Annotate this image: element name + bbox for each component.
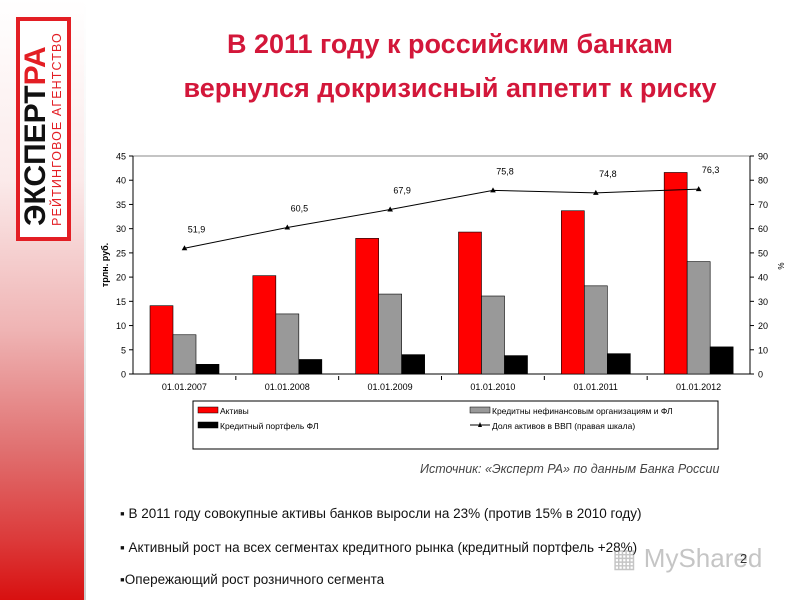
gdp-share-line	[184, 188, 699, 249]
gdp-share-marker	[387, 206, 393, 212]
legend-swatch	[469, 406, 491, 414]
right-tick-label: 50	[758, 248, 768, 258]
gdp-share-marker	[490, 187, 496, 193]
left-tick-label: 40	[116, 176, 126, 186]
left-tick-label: 0	[121, 370, 126, 380]
watermark: ▦ MyShared	[612, 543, 763, 573]
gdp-share-label: 67,9	[393, 186, 411, 196]
legend-box	[192, 400, 719, 450]
bar-retail-portfolio	[504, 355, 528, 375]
right-tick-label: 0	[758, 370, 763, 380]
bar-loans-nonfin	[481, 295, 505, 375]
legend-label: Доля активов в ВВП (правая шкала)	[492, 421, 635, 431]
right-tick-label: 80	[758, 176, 768, 186]
x-tick-label: 01.01.2012	[676, 382, 721, 392]
gdp-share-marker	[593, 189, 599, 195]
x-tick-label: 01.01.2009	[368, 382, 413, 392]
bar-retail-portfolio	[607, 353, 631, 375]
bullet-item: ▪ Активный рост на всех сегментах кредит…	[120, 540, 638, 555]
legend-label: Кредитны нефинансовым организациям и ФЛ	[492, 406, 673, 416]
title-line-2: вернулся докризисный аппетит к риску	[183, 73, 717, 103]
y-axis-right-label: %	[776, 262, 785, 269]
bar-loans-nonfin	[584, 285, 608, 375]
x-tick-label: 01.01.2011	[574, 382, 618, 392]
gdp-share-label: 74,8	[599, 169, 617, 179]
bar-retail-portfolio	[709, 346, 734, 375]
bullet-item: ▪ В 2011 году совокупные активы банков в…	[120, 506, 642, 521]
gdp-share-label: 51,9	[188, 224, 206, 234]
left-tick-label: 45	[116, 152, 126, 162]
gdp-share-label: 75,8	[496, 166, 514, 176]
bar-assets	[458, 231, 482, 375]
right-tick-label: 20	[758, 321, 768, 331]
right-tick-label: 90	[758, 152, 768, 162]
legend-label: Кредитный портфель ФЛ	[220, 421, 318, 431]
legend-label: Активы	[220, 406, 249, 416]
left-tick-label: 15	[116, 297, 126, 307]
bar-assets	[252, 275, 277, 375]
bar-assets	[561, 210, 585, 375]
bar-retail-portfolio	[195, 364, 220, 375]
bar-assets	[149, 305, 174, 375]
gdp-share-label: 76,3	[702, 165, 720, 175]
left-tick-label: 35	[116, 200, 126, 210]
bar-loans-nonfin	[172, 334, 197, 375]
bar-assets	[663, 172, 688, 375]
slide-title: В 2011 году к российским банкам вернулся…	[110, 22, 790, 110]
right-tick-label: 60	[758, 224, 768, 234]
legend-swatch	[197, 406, 219, 414]
source-note: Источник: «Эксперт РА» по данным Банка Р…	[420, 462, 720, 476]
left-tick-label: 25	[116, 248, 126, 258]
left-tick-label: 20	[116, 273, 126, 283]
title-line-1: В 2011 году к российским банкам	[226, 29, 674, 59]
right-tick-label: 30	[758, 297, 768, 307]
legend-swatch	[197, 421, 219, 429]
gdp-share-marker	[695, 186, 702, 192]
watermark-text: MyShared	[643, 543, 763, 573]
page-number: 2	[740, 551, 748, 566]
left-tick-label: 30	[116, 224, 126, 234]
right-tick-label: 10	[758, 345, 768, 355]
bar-loans-nonfin	[275, 313, 300, 375]
sidebar-edge	[84, 0, 86, 600]
right-tick-label: 70	[758, 200, 768, 210]
x-tick-label: 01.01.2010	[470, 382, 515, 392]
expert-ra-logo: ЭКСПЕРТРА РЕЙТИНГОВОЕ АГЕНТСТВО	[16, 17, 71, 241]
bar-retail-portfolio	[298, 359, 323, 375]
left-tick-label: 10	[116, 321, 126, 331]
legend-marker	[478, 422, 482, 427]
bar-retail-portfolio	[401, 354, 425, 375]
bar-loans-nonfin	[378, 293, 402, 375]
gdp-share-marker	[284, 224, 291, 230]
x-tick-label: 01.01.2008	[265, 382, 310, 392]
left-tick-label: 5	[121, 345, 126, 355]
gdp-share-label: 60,5	[291, 203, 309, 213]
y-axis-label: трлн. руб.	[100, 243, 110, 287]
gdp-share-marker	[181, 245, 188, 251]
logo-inner	[20, 21, 67, 237]
x-tick-label: 01.01.2007	[162, 382, 207, 392]
bar-assets	[355, 238, 379, 375]
bank-assets-chart: 0 5 10 15 20 25 30 35 40 45 0 10 20 30 40 50 60 70 80 90 трл…	[100, 152, 785, 450]
bullet-item: ▪Опережающий рост розничного сегмента	[120, 572, 385, 587]
bar-loans-nonfin	[686, 261, 711, 375]
right-tick-label: 40	[758, 273, 768, 283]
